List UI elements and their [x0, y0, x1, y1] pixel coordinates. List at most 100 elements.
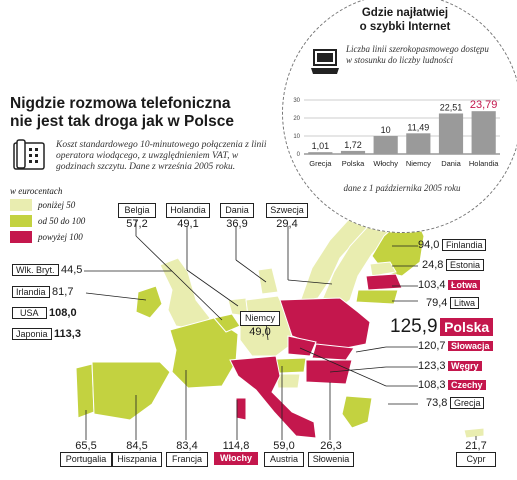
country-label-hungary: 123,3 Węgry: [418, 360, 482, 373]
country-value: 113,3: [54, 328, 81, 340]
legend: w eurocentach poniżej 50 od 50 do 100 po…: [10, 186, 85, 244]
y-tick-label: 0: [297, 152, 301, 158]
country-name: Słowenia: [308, 452, 354, 467]
country-name: Czechy: [448, 380, 486, 390]
country-value: 59,0: [273, 440, 295, 452]
country-value: 49,0: [249, 326, 271, 338]
country-value: 44,5: [61, 264, 83, 276]
y-tick-label: 30: [293, 98, 300, 104]
map-uk: [159, 257, 211, 331]
country-label-spain: 84,5 Hiszpania: [112, 440, 162, 467]
page-title: Nigdzie rozmowa telefoniczna nie jest ta…: [10, 95, 234, 131]
country-label-austria: 59,0 Austria: [264, 440, 304, 467]
country-value: 26,3: [320, 440, 342, 452]
x-tick-label: Dania: [441, 159, 461, 168]
map-greece: [341, 395, 373, 429]
map-ireland: [135, 285, 163, 319]
title-line-2: nie jest tak droga jak w Polsce: [10, 113, 234, 130]
country-value: 29,4: [276, 218, 298, 230]
x-tick-label: Włochy: [373, 159, 398, 168]
bar: [308, 152, 333, 154]
country-name: Finlandia: [441, 239, 487, 251]
inset-note: Liczba linii szerokopasmowego dostępu w …: [346, 44, 489, 65]
bar-value-label: 23,79: [470, 99, 498, 111]
country-value: 103,4: [418, 279, 446, 291]
bar-value-label: 10: [381, 125, 391, 135]
country-label-finland: 94,0 Finlandia: [418, 239, 487, 252]
country-value: 21,7: [465, 440, 487, 452]
inset-title-line-2: o szybki Internet: [359, 21, 451, 33]
country-name: Cypr: [456, 452, 496, 467]
country-label-belgium: Belgia 57,2: [118, 203, 156, 230]
country-value: 24,8: [422, 259, 444, 271]
bar: [373, 136, 398, 154]
country-value: 108,3: [418, 379, 446, 391]
country-value: 36,9: [226, 218, 248, 230]
country-name: Niemcy: [240, 311, 280, 326]
country-label-japan: Japonia 113,3: [12, 328, 81, 341]
legend-label: od 50 do 100: [38, 216, 86, 226]
country-name: Dania: [220, 203, 254, 218]
country-value: 79,4: [426, 297, 448, 309]
bar-value-label: 11,49: [407, 122, 429, 132]
country-name: Francja: [166, 452, 208, 467]
country-name: Polska: [440, 318, 494, 336]
bar-value-label: 1,01: [312, 141, 330, 151]
leader-lines: [84, 220, 477, 440]
legend-item: powyżej 100: [10, 230, 85, 244]
country-value: 81,7: [52, 286, 74, 298]
country-value: 120,7: [418, 340, 446, 352]
country-name: Hiszpania: [112, 452, 162, 467]
country-name: Węgry: [448, 361, 482, 371]
country-name: Wlk. Bryt.: [12, 264, 59, 276]
country-value: 57,2: [126, 218, 148, 230]
map-sardinia: [235, 397, 247, 421]
country-name: Austria: [264, 452, 304, 467]
country-label-uk: Wlk. Bryt. 44,5: [12, 264, 82, 277]
telephone-icon: [13, 139, 45, 170]
country-label-germany: Niemcy 49,0: [240, 311, 280, 338]
country-name: Irlandia: [12, 286, 50, 298]
country-name: Portugalia: [60, 452, 112, 467]
title-line-1: Nigdzie rozmowa telefoniczna: [10, 95, 231, 112]
country-value: 65,5: [75, 440, 97, 452]
bar-value-label: 22,51: [440, 102, 463, 112]
country-name: Estonia: [445, 259, 484, 271]
country-label-slovenia: 26,3 Słowenia: [308, 440, 354, 467]
country-label-lithuania: 79,4 Litwa: [426, 297, 479, 310]
legend-item: od 50 do 100: [10, 214, 85, 228]
y-tick-label: 10: [293, 134, 300, 140]
map-denmark: [257, 267, 279, 295]
country-value: 73,8: [426, 397, 448, 409]
country-label-cyprus: 21,7 Cypr: [456, 440, 496, 467]
map-portugal: [75, 363, 95, 419]
legend-label: powyżej 100: [38, 232, 83, 242]
bar-value-label: 1,72: [344, 140, 362, 150]
bar: [340, 150, 366, 154]
country-name: Włochy: [214, 452, 258, 465]
country-label-usa: USA 108,0: [12, 307, 77, 320]
country-name: Belgia: [118, 203, 156, 218]
country-name: Grecja: [449, 397, 485, 409]
country-value: 108,0: [49, 307, 77, 319]
map-latvia: [365, 273, 403, 291]
legend-swatch: [10, 199, 32, 211]
inset-footnote: dane z 1 października 2005 roku: [343, 183, 461, 193]
x-tick-label: Holandia: [469, 159, 499, 168]
country-name: Holandia: [166, 203, 210, 218]
country-label-portugal: 65,5 Portugalia: [60, 440, 112, 467]
country-label-greece: 73,8 Grecja: [426, 397, 485, 410]
country-value: 83,4: [176, 440, 198, 452]
country-label-france: 83,4 Francja: [166, 440, 208, 467]
country-value: 84,5: [126, 440, 148, 452]
map-lithuania: [355, 289, 399, 305]
legend-item: poniżej 50: [10, 198, 85, 212]
country-value: 94,0: [418, 239, 440, 251]
country-value: 114,8: [222, 440, 250, 452]
country-label-czechia: 108,3 Czechy: [418, 379, 486, 392]
laptop-icon: [311, 49, 339, 74]
country-name: Słowacja: [448, 341, 493, 351]
country-label-estonia: 24,8 Estonia: [422, 259, 484, 272]
y-tick-label: 20: [293, 116, 300, 122]
